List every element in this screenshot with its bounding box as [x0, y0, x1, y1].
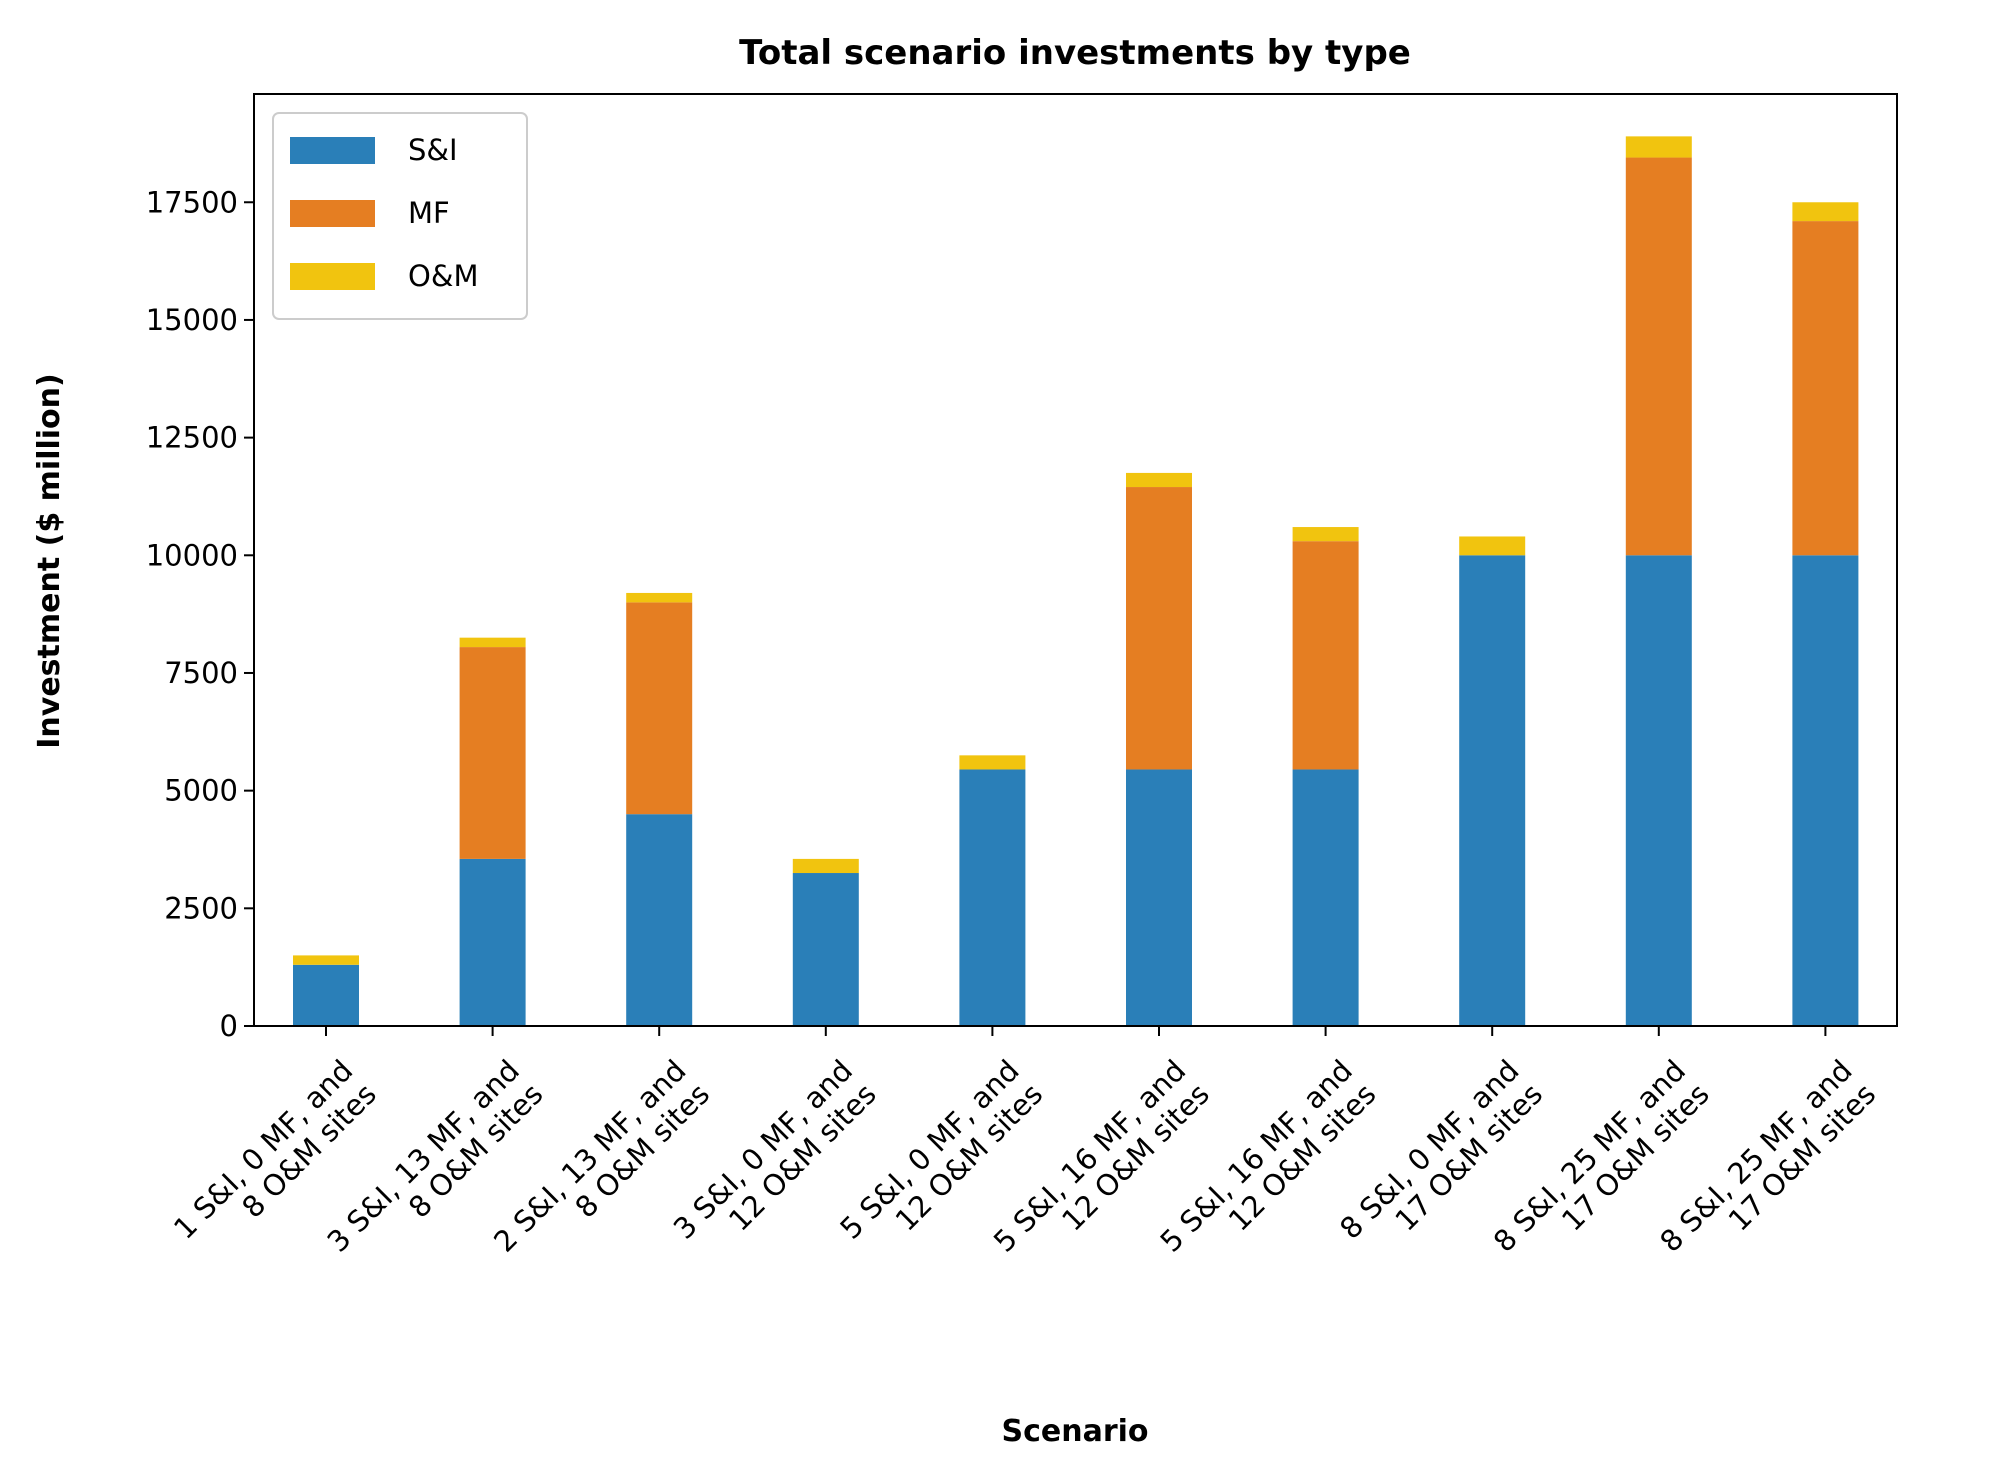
bar-si-9: [1625, 555, 1692, 1026]
y-tick-label-15000: 15000: [146, 303, 238, 337]
legend-swatch-3: [290, 263, 375, 290]
bar-om-3: [626, 592, 693, 603]
y-tick-label-0: 0: [220, 1009, 238, 1043]
legend-swatch-2: [290, 200, 375, 227]
y-tick-label-2500: 2500: [164, 891, 238, 925]
bar-om-6: [1126, 472, 1192, 488]
bar-mf-10: [1792, 221, 1859, 556]
y-tick-label-12500: 12500: [146, 421, 238, 455]
legend-label-1: S&I: [408, 133, 458, 167]
bar-si-4: [792, 873, 859, 1026]
bar-om-10: [1792, 202, 1859, 222]
bar-om-8: [1459, 536, 1526, 556]
chart-title: Total scenario investments by type: [739, 33, 1411, 73]
bar-si-10: [1792, 555, 1859, 1026]
bar-si-1: [293, 964, 359, 1026]
bar-mf-9: [1625, 157, 1692, 556]
bars-layer: [293, 136, 1859, 1026]
bar-om-9: [1625, 136, 1692, 158]
y-tick-label-5000: 5000: [164, 774, 238, 808]
legend-swatch-1: [290, 137, 375, 164]
bar-mf-3: [626, 602, 693, 815]
bar-om-1: [293, 955, 359, 965]
bar-si-7: [1292, 769, 1359, 1026]
y-axis: 0 2500 5000 7500 10000 12500 15000 17500: [146, 185, 254, 1043]
bar-mf-2: [459, 647, 526, 859]
legend: S&I MF O&M: [272, 112, 528, 320]
legend-label-3: O&M: [408, 259, 478, 293]
bar-mf-7: [1292, 541, 1359, 770]
y-axis-label: Investment ($ million): [32, 373, 67, 748]
x-axis-label: Scenario: [1001, 1414, 1148, 1449]
y-tick-label-7500: 7500: [164, 656, 238, 690]
bar-si-8: [1459, 555, 1526, 1026]
bar-om-4: [792, 858, 859, 874]
bar-om-5: [959, 755, 1026, 770]
bar-si-2: [459, 858, 526, 1026]
plot-frame: [253, 93, 1898, 1027]
y-tick-label-10000: 10000: [146, 538, 238, 572]
bar-si-6: [1126, 769, 1192, 1026]
legend-label-2: MF: [408, 196, 450, 230]
bar-si-5: [959, 769, 1026, 1026]
bar-mf-6: [1126, 487, 1192, 770]
bar-om-2: [459, 637, 526, 648]
bar-om-7: [1292, 527, 1359, 542]
y-tick-label-17500: 17500: [146, 185, 238, 219]
bar-si-3: [626, 814, 693, 1026]
